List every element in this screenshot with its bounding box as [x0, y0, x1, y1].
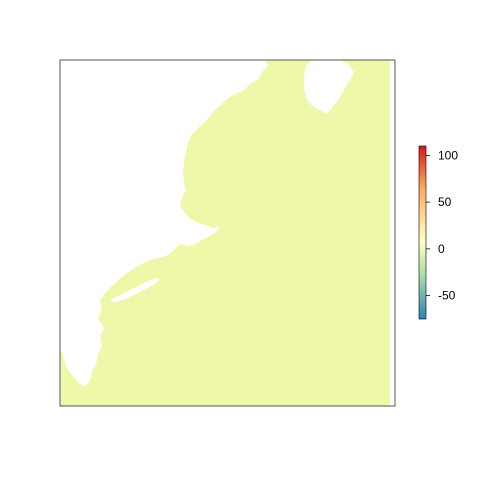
map-panel-frame [59, 59, 396, 407]
legend-ticks: 100 50 0 -50 [426, 148, 458, 303]
land-cape-hook [196, 226, 220, 238]
legend-tick-label: 100 [438, 148, 458, 162]
legend-colorbar [418, 145, 427, 320]
ocean-raster [60, 60, 390, 406]
legend-tick-label: 50 [438, 195, 452, 209]
legend: 100 50 0 -50 [418, 145, 458, 320]
legend-tick-label: -50 [438, 289, 456, 303]
legend-tick-label: 0 [438, 242, 445, 256]
land-long-island [110, 278, 160, 302]
land-island [304, 60, 354, 114]
